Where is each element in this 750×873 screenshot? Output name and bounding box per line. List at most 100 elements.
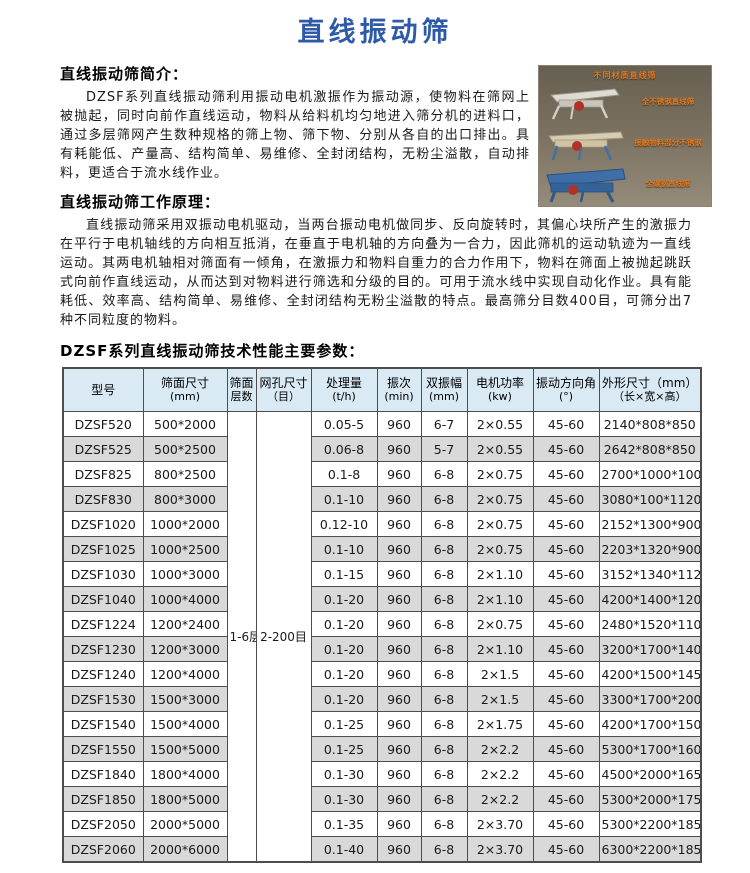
cell-dims: 3152*1340*1120 bbox=[598, 561, 702, 587]
cell-deck: 500*2500 bbox=[142, 436, 228, 462]
cell-model: DZSF1224 bbox=[62, 611, 144, 637]
cell-deck: 1200*3000 bbox=[142, 636, 228, 662]
table-row: DZSF2060 2000*6000 0.1-40 960 6-8 2×3.70 45-60… bbox=[62, 836, 702, 863]
cell-model: DZSF2060 bbox=[62, 836, 144, 863]
cell-angle: 45-60 bbox=[532, 811, 600, 837]
table-row: DZSF830 800*3000 0.1-10 960 6-8 2×0.75 45-60 30… bbox=[62, 486, 702, 512]
mixed-material-screen-illustration bbox=[548, 130, 624, 160]
cell-deck: 1800*4000 bbox=[142, 761, 228, 787]
cell-dims: 2140*808*850 bbox=[598, 411, 702, 437]
cell-model: DZSF1540 bbox=[62, 711, 144, 737]
cell-power: 2×3.70 bbox=[466, 836, 534, 863]
cell-amp: 6-8 bbox=[420, 661, 468, 687]
cell-power: 2×0.75 bbox=[466, 461, 534, 487]
cell-deck: 1200*2400 bbox=[142, 611, 228, 637]
cell-model: DZSF525 bbox=[62, 436, 144, 462]
table-row: DZSF525 500*2500 0.06-8 960 5-7 2×0.55 45-60 26… bbox=[62, 436, 702, 462]
cell-freq: 960 bbox=[376, 511, 422, 537]
table-row: DZSF825 800*2500 0.1-8 960 6-8 2×0.75 45-60 270… bbox=[62, 461, 702, 487]
cell-freq: 960 bbox=[376, 436, 422, 462]
cell-freq: 960 bbox=[376, 661, 422, 687]
column-header-2: 筛面 层数 bbox=[226, 367, 257, 412]
cell-dims: 6300*2200*1850 bbox=[598, 836, 702, 863]
cell-capacity: 0.1-35 bbox=[310, 811, 378, 837]
cell-amp: 6-8 bbox=[420, 786, 468, 812]
cell-deck: 2000*5000 bbox=[142, 811, 228, 837]
cell-deck: 1500*3000 bbox=[142, 686, 228, 712]
cell-model: DZSF520 bbox=[62, 411, 144, 437]
cell-model: DZSF825 bbox=[62, 461, 144, 487]
table-row: DZSF1230 1200*3000 0.1-20 960 6-8 2×1.10 45-60… bbox=[62, 636, 702, 662]
cell-angle: 45-60 bbox=[532, 586, 600, 612]
table-row: DZSF1040 1000*4000 0.1-20 960 6-8 2×1.10 45-60… bbox=[62, 586, 702, 612]
cell-power: 2×1.5 bbox=[466, 661, 534, 687]
cell-amp: 6-8 bbox=[420, 586, 468, 612]
carbon-steel-screen-illustration bbox=[546, 167, 626, 203]
cell-dims: 4200*1500*1450 bbox=[598, 661, 702, 687]
cell-power: 2×0.75 bbox=[466, 611, 534, 637]
cell-power: 2×1.10 bbox=[466, 561, 534, 587]
cell-amp: 6-8 bbox=[420, 711, 468, 737]
cell-capacity: 0.12-10 bbox=[310, 511, 378, 537]
cell-deck: 500*2000 bbox=[142, 411, 228, 437]
table-row: DZSF1020 1000*2000 0.12-10 960 6-8 2×0.75 45-6… bbox=[62, 511, 702, 537]
page-title: 直线振动筛 bbox=[297, 17, 453, 48]
cell-deck: 1000*3000 bbox=[142, 561, 228, 587]
cell-freq: 960 bbox=[376, 461, 422, 487]
cell-amp: 6-8 bbox=[420, 611, 468, 637]
cell-deck: 1500*4000 bbox=[142, 711, 228, 737]
cell-power: 2×0.55 bbox=[466, 411, 534, 437]
column-header-7: 电机功率 (kw) bbox=[466, 367, 534, 412]
cell-deck: 1800*5000 bbox=[142, 786, 228, 812]
cell-amp: 6-7 bbox=[420, 411, 468, 437]
cell-amp: 6-8 bbox=[420, 561, 468, 587]
cell-angle: 45-60 bbox=[532, 461, 600, 487]
specs-table-wrap: 型号 筛面尺寸 (mm) 筛面 层数 网孔尺寸 （目） 处理量 (t/h) 振次 (min) 双振幅(… bbox=[62, 367, 702, 863]
machine-row-stainless: 全不锈钢直线筛 bbox=[539, 81, 711, 122]
stainless-screen-illustration bbox=[549, 87, 620, 120]
specs-table-header: 型号 筛面尺寸 (mm) 筛面 层数 网孔尺寸 （目） 处理量 (t/h) 振次 (min) 双振幅(… bbox=[62, 367, 702, 412]
cell-amp: 6-8 bbox=[420, 511, 468, 537]
cell-capacity: 0.1-20 bbox=[310, 686, 378, 712]
cell-capacity: 0.1-20 bbox=[310, 611, 378, 637]
principle-paragraph: 直线振动筛采用双振动电机驱动，当两台振动电机做同步、反向旋转时，其偏心块所产生的… bbox=[60, 218, 692, 328]
cell-model: DZSF1025 bbox=[62, 536, 144, 562]
cell-model: DZSF1530 bbox=[62, 686, 144, 712]
cell-dims: 4200*1400*1200 bbox=[598, 586, 702, 612]
machine-label: 接触物料部分不锈钢 bbox=[634, 138, 702, 147]
machine-row-carbon: 全碳钢直线筛 bbox=[539, 163, 711, 204]
table-row: DZSF2050 2000*5000 0.1-35 960 6-8 2×3.70 45-60… bbox=[62, 811, 702, 837]
cell-capacity: 0.1-8 bbox=[310, 461, 378, 487]
cell-amp: 6-8 bbox=[420, 461, 468, 487]
cell-capacity: 0.1-25 bbox=[310, 736, 378, 762]
cell-amp: 6-8 bbox=[420, 736, 468, 762]
cell-angle: 45-60 bbox=[532, 686, 600, 712]
column-header-1: 筛面尺寸 (mm) bbox=[142, 367, 228, 412]
cell-power: 2×3.70 bbox=[466, 811, 534, 837]
column-header-3: 网孔尺寸 （目） bbox=[255, 367, 312, 412]
machine-label: 全不锈钢直线筛 bbox=[641, 97, 695, 106]
cell-dims: 2642*808*850 bbox=[598, 436, 702, 462]
cell-angle: 45-60 bbox=[532, 711, 600, 737]
specs-table: 型号 筛面尺寸 (mm) 筛面 层数 网孔尺寸 （目） 处理量 (t/h) 振次 (min) 双振幅(… bbox=[62, 367, 702, 863]
cell-freq: 960 bbox=[376, 486, 422, 512]
cell-dims: 5300*1700*1600 bbox=[598, 736, 702, 762]
cell-dims: 4200*1700*1500 bbox=[598, 711, 702, 737]
cell-angle: 45-60 bbox=[532, 511, 600, 537]
table-row: DZSF520500*20001-6层2-200目0.05-59606-72×0… bbox=[62, 411, 702, 863]
cell-freq: 960 bbox=[376, 636, 422, 662]
cell-model: DZSF1840 bbox=[62, 761, 144, 787]
cell-angle: 45-60 bbox=[532, 661, 600, 687]
cell-power: 2×1.10 bbox=[466, 586, 534, 612]
cell-angle: 45-60 bbox=[532, 411, 600, 437]
cell-amp: 6-8 bbox=[420, 486, 468, 512]
cell-freq: 960 bbox=[376, 836, 422, 863]
cell-deck: 1500*5000 bbox=[142, 736, 228, 762]
cell-freq: 960 bbox=[376, 786, 422, 812]
column-header-4: 处理量 (t/h) bbox=[310, 367, 378, 412]
cell-capacity: 0.1-15 bbox=[310, 561, 378, 587]
product-photo: 不同材质直线筛 全不锈钢直线筛 接触物料部分不锈钢 bbox=[538, 65, 712, 207]
cell-amp: 5-7 bbox=[420, 436, 468, 462]
table-row: DZSF1530 1500*3000 0.1-20 960 6-8 2×1.5 45-60 3… bbox=[62, 686, 702, 712]
product-photo-caption: 不同材质直线筛 bbox=[593, 71, 657, 80]
